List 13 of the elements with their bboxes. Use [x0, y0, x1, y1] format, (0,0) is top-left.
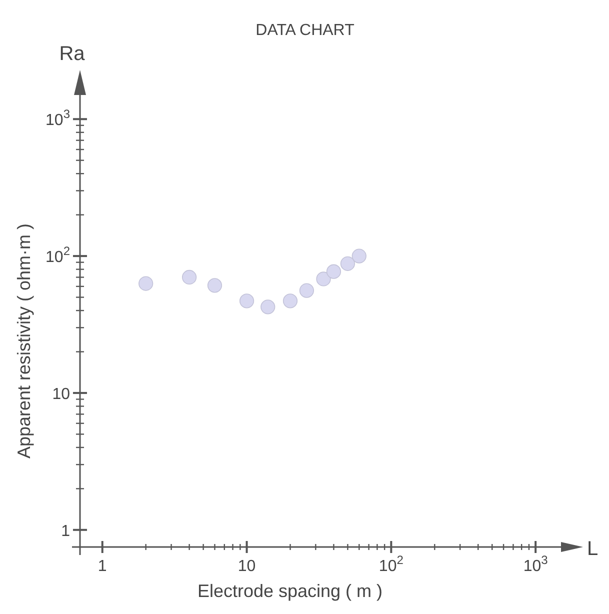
x-axis-title: Electrode spacing ( m ) — [197, 581, 383, 601]
y-tick-label: 1 — [61, 522, 70, 540]
x-tick-label: 1 — [98, 558, 107, 575]
y-tick-label: 10$^{2}$ — [46, 244, 70, 266]
text: Ra — [59, 43, 86, 65]
x-tick-label: 10 — [238, 558, 256, 575]
y-tick-label: 10 — [52, 386, 70, 403]
chart-title: DATA CHART — [256, 22, 355, 39]
x-tick-label: 10$^{2}$ — [378, 553, 404, 575]
text: L — [587, 538, 598, 560]
y-axis-title: Apparent resistivity ( ohm·m ) — [14, 223, 34, 459]
y-tick-label: 10$^{3}$ — [46, 107, 70, 130]
x-tick-label: 10$^{3}$ — [523, 553, 548, 575]
